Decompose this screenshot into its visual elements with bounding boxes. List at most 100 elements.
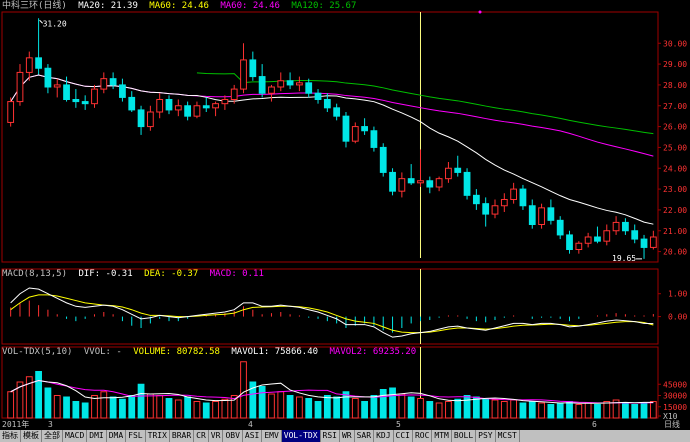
volume-bar [435, 402, 443, 419]
toolbar-tab-brar[interactable]: BRAR [170, 430, 195, 442]
candle-body [296, 82, 303, 86]
price-axis-label: 23.00 [663, 185, 687, 194]
candle-body [7, 101, 15, 123]
volume-axis-label: 30000 [663, 392, 687, 401]
volume-bar [556, 402, 564, 419]
candle-body [575, 242, 583, 250]
price-plot-frame [1, 11, 659, 263]
volume-bar [463, 395, 471, 419]
candle-body [594, 236, 601, 242]
candle-body [119, 84, 126, 98]
ma120-value: MA120: 25.67 [291, 1, 357, 11]
toolbar-tab-asi[interactable]: ASI [243, 430, 263, 442]
mavol2-value: MAVOL2: 69235.20 [329, 347, 417, 357]
volume-bar [53, 395, 61, 419]
toolbar-tab-rsi[interactable]: RSI [321, 430, 340, 442]
candle-body [510, 188, 518, 200]
toolbar-tab-mcst[interactable]: MCST [496, 430, 520, 442]
macd-title: MACD(8,13,5) [2, 269, 68, 279]
toolbar-tab-wr[interactable]: WR [340, 430, 355, 442]
candle-body [268, 86, 275, 94]
toolbar-tab-cci[interactable]: CCI [394, 430, 413, 442]
date-label-month-3: 3 [48, 420, 53, 429]
volume-bar [277, 391, 285, 419]
toolbar-tab-全部[interactable]: 全部 [42, 430, 63, 442]
candle-body [44, 67, 52, 88]
volume-bar [268, 393, 275, 419]
candle-body [193, 105, 201, 117]
volume-bar [640, 402, 648, 419]
volume-bar [566, 401, 573, 419]
candle-body [35, 57, 42, 69]
volume-bar [240, 361, 247, 419]
volume-bar [146, 393, 154, 419]
macd-panel: MACD(8,13,5) DIF: -0.31 DEA: -0.37 MACD:… [0, 268, 690, 346]
volume-bar [361, 401, 368, 419]
toolbar-tab-psy[interactable]: PSY [476, 430, 496, 442]
toolbar-tab-obv[interactable]: OBV [223, 430, 243, 442]
price-axis-label: 28.00 [663, 81, 687, 90]
toolbar-tab-dma[interactable]: DMA [107, 430, 127, 442]
volume-bar [454, 398, 462, 419]
volume-bar [81, 402, 89, 419]
toolbar-tab-emv[interactable]: EMV [262, 430, 282, 442]
candle-body [202, 105, 210, 109]
macd-chart[interactable]: 1.00 0.00 [0, 268, 690, 346]
volume-value: VOLUME: 80782.58 [133, 347, 220, 357]
price-header: 中科三环(日线) MA20: 21.39 MA60: 24.46 MA60: 2… [2, 1, 362, 12]
period-label[interactable]: 日线 [664, 420, 680, 429]
candle-body [482, 203, 490, 215]
toolbar-tab-sar[interactable]: SAR [355, 430, 375, 442]
toolbar-tab-fsl[interactable]: FSL [126, 430, 146, 442]
candle-body [91, 88, 98, 105]
volume-bar [258, 386, 266, 419]
candle-body [407, 178, 415, 184]
toolbar-tab-vr[interactable]: VR [209, 430, 224, 442]
marker-dot [478, 10, 482, 14]
volume-bar [612, 399, 620, 419]
candle-body [230, 88, 238, 101]
price-axis-label: 30.00 [663, 39, 687, 48]
toolbar-tab-kdj[interactable]: KDJ [374, 430, 394, 442]
candle-body [640, 238, 648, 248]
volume-bar [286, 395, 294, 419]
volume-bar [202, 402, 210, 419]
volume-bar [342, 391, 350, 419]
price-chart[interactable]: 30.00 29.00 28.00 27.00 26.00 25.00 24.00 23.00… [0, 0, 690, 268]
toolbar-tab-macd[interactable]: MACD [63, 430, 88, 442]
candle-body [314, 92, 322, 100]
volume-bar [323, 395, 331, 419]
candle-body [100, 78, 108, 90]
candle-body [128, 96, 136, 111]
toolbar-tab-mtm[interactable]: MTM [432, 430, 452, 442]
volume-bar [594, 404, 601, 419]
volume-bar [445, 401, 452, 419]
date-label-month-6: 6 [592, 420, 597, 429]
vvol-value: VVOL: - [83, 347, 122, 357]
volume-bar [91, 395, 98, 419]
ma20-value: MA20: 21.39 [78, 1, 138, 11]
candle-body [240, 59, 247, 90]
toolbar-tab-roc[interactable]: ROC [413, 430, 433, 442]
candle-body [445, 167, 452, 180]
candle-body [109, 78, 117, 86]
candle-body [323, 99, 331, 109]
price-axis-label: 24.00 [663, 164, 687, 173]
candle-body [584, 236, 592, 244]
volume-bar [622, 402, 629, 419]
volume-bar [584, 402, 592, 419]
toolbar-tab-trix[interactable]: TRIX [146, 430, 170, 442]
toolbar-tab-cr[interactable]: CR [194, 430, 209, 442]
toolbar-tab-vol-tdx[interactable]: VOL-TDX [281, 430, 321, 442]
candle-body [370, 130, 378, 148]
toolbar-tab-模板[interactable]: 模板 [21, 430, 42, 442]
toolbar-tab-指标[interactable]: 指标 [0, 430, 21, 442]
date-label-month-4: 4 [248, 420, 253, 429]
volume-bar [398, 393, 406, 419]
toolbar-tab-dmi[interactable]: DMI [87, 430, 107, 442]
volume-bar [119, 398, 126, 419]
dea-line [10, 294, 654, 334]
macd-plot-frame [1, 268, 659, 345]
toolbar-tab-boll[interactable]: BOLL [452, 430, 477, 442]
